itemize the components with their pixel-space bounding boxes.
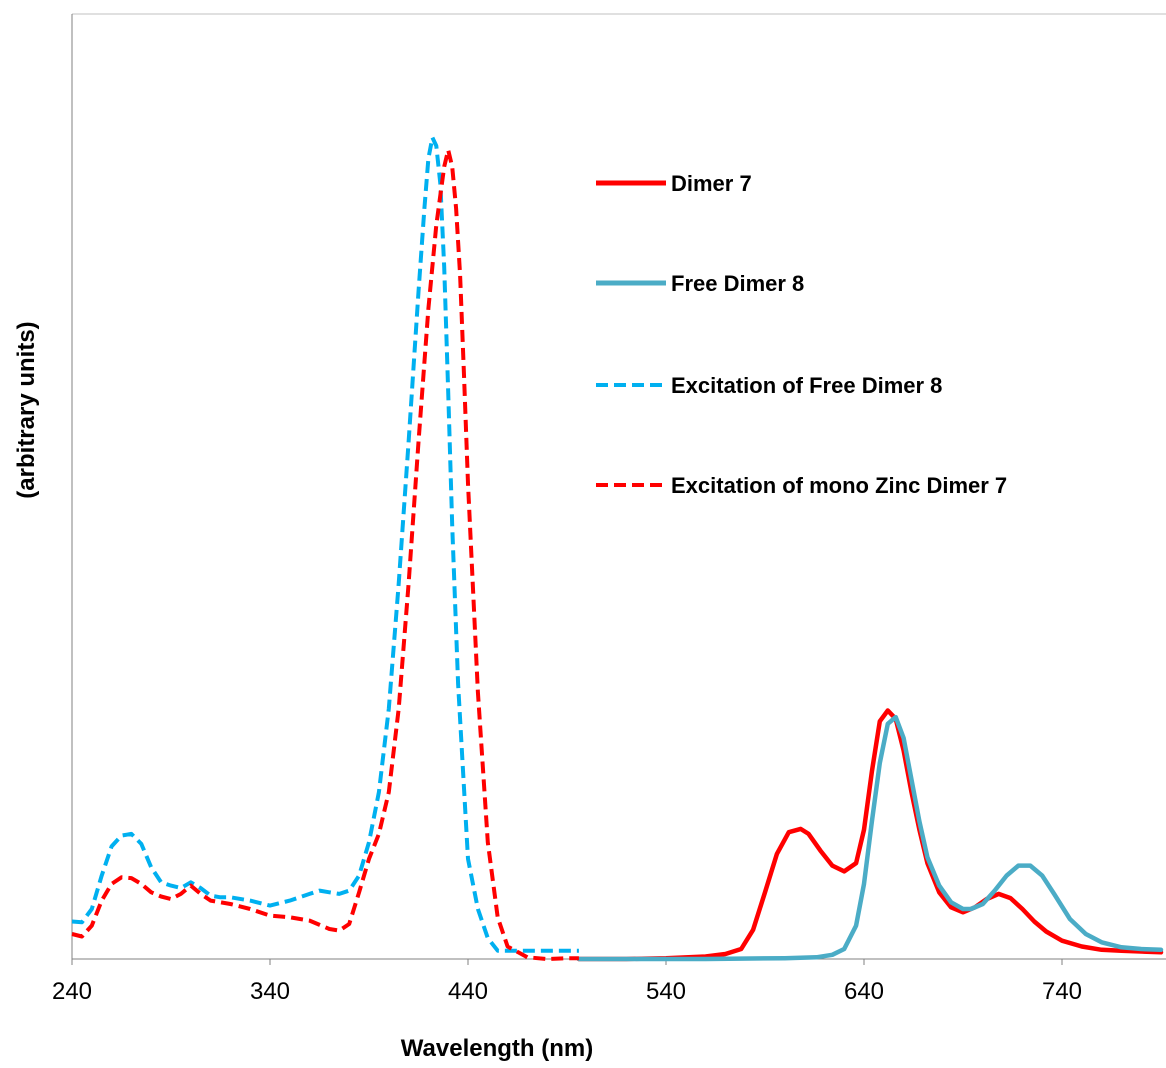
x-tick-label: 740 bbox=[1042, 978, 1082, 1005]
legend-label: Excitation of Free Dimer 8 bbox=[671, 373, 942, 398]
x-tick-label: 540 bbox=[646, 978, 686, 1005]
x-tick-label: 640 bbox=[844, 978, 884, 1005]
x-ticks: 240 340 440 540 640 740 bbox=[52, 959, 1082, 1005]
x-tick-label: 340 bbox=[250, 978, 290, 1005]
series-line-3 bbox=[71, 135, 579, 953]
x-tick-label: 240 bbox=[52, 978, 92, 1005]
legend: Dimer 7 Free Dimer 8 Excitation of Free Di… bbox=[596, 171, 1007, 498]
legend-label: Dimer 7 bbox=[671, 171, 752, 196]
legend-label: Free Dimer 8 bbox=[671, 271, 804, 296]
series-line-4 bbox=[71, 148, 579, 961]
legend-label: Excitation of mono Zinc Dimer 7 bbox=[671, 473, 1007, 498]
y-axis-title: (arbitrary units) bbox=[13, 321, 40, 498]
x-tick-label: 440 bbox=[448, 978, 488, 1005]
x-axis-title: Wavelength (nm) bbox=[401, 1035, 593, 1062]
series-line-2 bbox=[576, 714, 1164, 962]
series-lines bbox=[71, 135, 1164, 962]
